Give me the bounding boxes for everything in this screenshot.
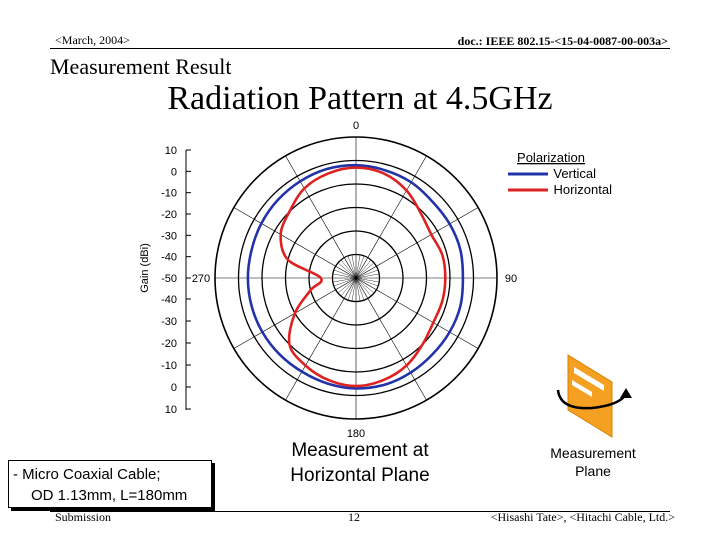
- plane-caption: Measurement Plane: [530, 444, 656, 480]
- legend-title: Polarization: [517, 150, 585, 165]
- radial-tick-label: -20: [161, 338, 177, 350]
- radial-tick-label: -30: [161, 230, 177, 242]
- grid-minor-spoke: [351, 254, 357, 279]
- grid-minor-spoke: [355, 254, 361, 279]
- grid-minor-spoke: [355, 277, 375, 294]
- angle-label: 90: [505, 273, 517, 285]
- grid-minor-spoke: [355, 262, 375, 279]
- grid-minor-spoke: [332, 273, 357, 279]
- series-layer: [246, 163, 465, 390]
- legend-label-horizontal: Horizontal: [553, 182, 612, 197]
- grid-minor-spoke: [351, 277, 357, 302]
- cable-note-line-2: OD 1.13mm, L=180mm: [31, 487, 188, 504]
- header-doc-id: doc.: IEEE 802.15-<15-04-0087-00-003a>: [457, 34, 668, 48]
- angle-label: 0: [353, 120, 359, 132]
- measurement-plane-icon: [556, 354, 632, 438]
- angle-labels: 0 90 180 270: [192, 120, 517, 440]
- polar-grid: [214, 136, 498, 420]
- grid-spoke: [285, 155, 357, 279]
- radial-axis-label: Gain (dBi): [139, 243, 151, 293]
- radial-tick-label: -50: [161, 273, 177, 285]
- slide-title: Radiation Pattern at 4.5GHz: [167, 80, 553, 117]
- header-date: <March, 2004>: [55, 33, 130, 47]
- grid-minor-spoke: [337, 262, 357, 279]
- grid-minor-spoke: [340, 277, 357, 297]
- legend: Polarization Vertical Horizontal: [508, 150, 612, 197]
- grid-minor-spoke: [355, 259, 372, 279]
- grid-minor-spoke: [333, 277, 357, 287]
- header-rule: [50, 48, 670, 49]
- radial-tick-label: 0: [171, 166, 177, 178]
- radial-tick-label: -20: [161, 209, 177, 221]
- footer-page-number: 12: [348, 510, 360, 524]
- plane-caption-line-1: Measurement: [550, 445, 636, 461]
- radial-tick-label: 10: [165, 145, 177, 157]
- radial-tick-label: -40: [161, 252, 177, 264]
- radial-tick-label: -40: [161, 294, 177, 306]
- radial-tick-label: -10: [161, 188, 177, 200]
- cable-note-line-1: - Micro Coaxial Cable;: [13, 466, 161, 483]
- slide-subtitle: Measurement Result: [50, 54, 232, 79]
- grid-minor-spoke: [347, 255, 357, 279]
- cable-note: - Micro Coaxial Cable; OD 1.13mm, L=180m…: [8, 460, 212, 508]
- grid-minor-spoke: [355, 273, 380, 279]
- plane-caption-line-2: Plane: [575, 463, 611, 479]
- grid-spoke: [355, 207, 479, 279]
- grid-spoke: [355, 155, 427, 279]
- grid-minor-spoke: [332, 277, 357, 283]
- grid-minor-spoke: [340, 259, 357, 279]
- radial-tick-label: 10: [165, 404, 177, 416]
- grid-minor-spoke: [355, 277, 361, 302]
- grid-minor-spoke: [347, 277, 357, 301]
- grid-minor-spoke: [355, 277, 372, 297]
- grid-minor-spoke: [355, 269, 379, 279]
- grid-spoke: [355, 277, 479, 349]
- grid-minor-spoke: [355, 255, 365, 279]
- grid-spoke: [233, 207, 357, 279]
- grid-spoke: [355, 277, 427, 401]
- grid-spoke: [285, 277, 357, 401]
- grid-minor-spoke: [337, 277, 357, 294]
- footer-rule: [50, 511, 670, 512]
- footer-author: <Hisashi Tate>, <Hitachi Cable, Ltd.>: [490, 510, 675, 524]
- angle-label: 270: [192, 273, 210, 285]
- angle-label: 180: [347, 428, 365, 440]
- radial-tick-label: -10: [161, 360, 177, 372]
- grid-minor-spoke: [355, 277, 379, 287]
- grid-minor-spoke: [355, 277, 380, 283]
- radial-tick-label: 0: [171, 382, 177, 394]
- radial-tick-label: -30: [161, 316, 177, 328]
- measurement-caption-line-2: Horizontal Plane: [290, 465, 430, 486]
- legend-label-vertical: Vertical: [553, 166, 596, 181]
- grid-minor-spoke: [333, 269, 357, 279]
- radial-axis: 10 0 -10 -20 -30 -40 -50 -40 -30 -20 -10 0 10: [161, 145, 191, 416]
- measurement-caption: Measurement at Horizontal Plane: [260, 438, 460, 488]
- grid-minor-spoke: [355, 277, 365, 301]
- footer-submission: Submission: [55, 510, 112, 524]
- measurement-caption-line-1: Measurement at: [291, 440, 429, 461]
